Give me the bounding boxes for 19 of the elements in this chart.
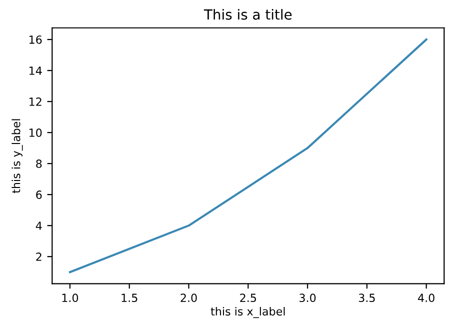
y-tick-label: 10 xyxy=(30,128,42,137)
y-tick-label: 8 xyxy=(36,160,42,168)
x-tick-label: 2.0 xyxy=(180,294,197,302)
x-tick-label: 2.5 xyxy=(240,294,256,302)
y-axis-title: this is y_label xyxy=(12,119,23,194)
x-tick-label: 3.0 xyxy=(300,294,316,302)
y-tick-label: 2 xyxy=(36,252,42,261)
y-tick-label: 16 xyxy=(30,35,42,44)
x-axis-title: this is x_label xyxy=(210,306,285,318)
x-tick-label: 1.5 xyxy=(122,294,138,302)
x-tick-label: 1.0 xyxy=(62,294,78,302)
chart-title: This is a title xyxy=(204,8,292,20)
y-tick-label: 4 xyxy=(36,222,42,230)
y-tick-label: 14 xyxy=(30,66,42,75)
y-tick-label: 6 xyxy=(36,190,42,199)
x-tick-label: 3.5 xyxy=(358,294,375,302)
y-tick-label: 12 xyxy=(30,98,42,106)
x-tick-label: 4.0 xyxy=(418,294,434,302)
line-series xyxy=(68,38,428,274)
